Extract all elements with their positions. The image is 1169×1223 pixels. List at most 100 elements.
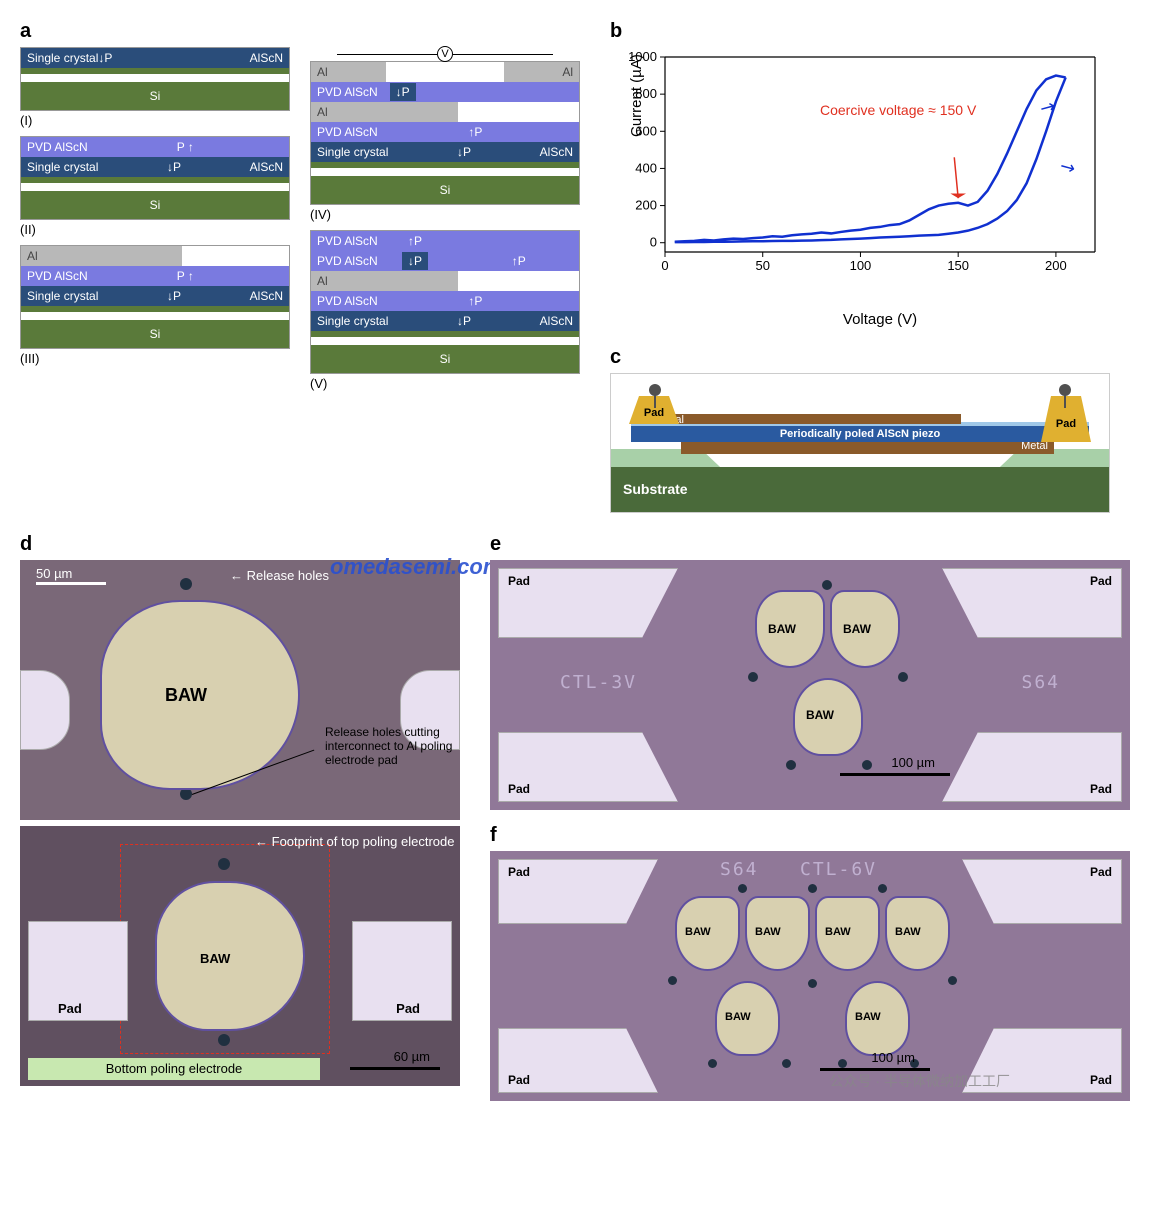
baw-label: BAW (806, 708, 834, 722)
layer-label: AlScN (540, 314, 573, 328)
panel-a-left-column: Single crystal ↓P AlScN Si (I) PVD (20, 47, 290, 391)
panel-a-right-column: V Al Al PVD AlScN ↓P (310, 47, 580, 391)
pad-label: Pad (504, 1071, 534, 1089)
substrate-layer: Substrate (611, 467, 1109, 512)
svg-text:200: 200 (635, 198, 657, 213)
baw-label: BAW (895, 926, 921, 938)
pad-label: Pad (1086, 572, 1116, 590)
p-arrow-down: ↓P (98, 289, 249, 303)
metal-top: Metal (651, 414, 961, 424)
pad-label: Pad (1086, 863, 1116, 881)
svg-text:150: 150 (947, 258, 969, 273)
p-arrow-up: ↑P (378, 234, 453, 248)
si-label: Si (317, 183, 573, 197)
roman-IV: (IV) (310, 207, 580, 222)
p-arrow-down: ↓P (98, 160, 249, 174)
release-hole-icon (180, 578, 192, 590)
iv-chart-svg: 05010015020002004006008001000 (610, 47, 1110, 287)
scale-label: 60 µm (394, 1049, 430, 1064)
stack-II: PVD AlScN P ↑ Single crystal ↓P AlScN Si (20, 136, 290, 237)
pad-label: Pad (1086, 1071, 1116, 1089)
layer-label: PVD AlScN (317, 294, 378, 308)
iv-chart: 05010015020002004006008001000 Coercive v… (610, 47, 1110, 307)
baw-label: BAW (768, 622, 796, 636)
al-label: Al (562, 65, 573, 79)
coercive-annotation: Coercive voltage ≈ 150 V (820, 102, 976, 118)
panel-e-label: e (490, 533, 1130, 556)
layer-label: Single crystal (27, 51, 98, 65)
p-arrow-down: ↓P (402, 252, 428, 270)
al-label: Al (317, 65, 328, 79)
si-label: Si (27, 89, 283, 103)
panel-d-top-micrograph: 50 µm ← Release holes BAW Release holes … (20, 560, 460, 820)
metal-bottom: Metal (681, 440, 1054, 454)
p-arrow-up: ↑P (378, 125, 573, 139)
p-arrow-down: ↓P (388, 314, 539, 328)
layer-label: PVD AlScN (317, 125, 378, 139)
layer-label: PVD AlScN (317, 254, 378, 268)
layer-label: AlScN (250, 160, 283, 174)
baw-label: BAW (200, 951, 230, 966)
pad-label: Pad (58, 1001, 82, 1016)
panel-a-label: a (20, 20, 580, 43)
layer-label: Single crystal (317, 145, 388, 159)
si-label: Si (27, 327, 283, 341)
layer-label: AlScN (250, 289, 283, 303)
bottom-electrode-label: Bottom poling electrode (28, 1058, 320, 1080)
baw-label: BAW (843, 622, 871, 636)
pad-label: Pad (504, 780, 534, 798)
al-label: Al (27, 249, 38, 263)
scale-label: 100 µm (891, 755, 935, 770)
y-axis-label: Current (µA) (628, 54, 645, 137)
panel-c-cross-section: Substrate Metal Periodically poled AlScN… (610, 373, 1110, 513)
layer-label: Single crystal (27, 289, 98, 303)
p-arrow-up: P ↑ (88, 269, 283, 283)
layer-label: Single crystal (317, 314, 388, 328)
svg-text:400: 400 (635, 160, 657, 175)
etched-text: CTL-6V (800, 859, 877, 880)
panel-c-label: c (610, 346, 1150, 369)
release-holes-label: ← Release holes (230, 568, 329, 583)
p-arrow-down: ↓P (388, 145, 539, 159)
layer-label: AlScN (540, 145, 573, 159)
svg-text:200: 200 (1045, 258, 1067, 273)
watermark-text: omedasemi.com (330, 554, 502, 580)
layer-label: PVD AlScN (27, 269, 88, 283)
baw-label: BAW (725, 1011, 751, 1023)
panels-ef-column: e Pad Pad Pad Pad BAW BAW BAW CTL-3 (490, 533, 1130, 1101)
pad-label: Pad (396, 1001, 420, 1016)
pad-label: Pad (1086, 780, 1116, 798)
baw-label: BAW (855, 1011, 881, 1023)
watermark-text: 公众号 · 半导体微纳加工工厂 (830, 1071, 1010, 1091)
etched-text: S64 (1021, 672, 1060, 693)
pad-label: Pad (504, 863, 534, 881)
svg-text:50: 50 (755, 258, 769, 273)
roman-III: (III) (20, 351, 290, 366)
baw-label: BAW (755, 926, 781, 938)
stack-V: PVD AlScN ↑P PVD AlScN ↓P ↑P (310, 230, 580, 391)
panel-d: d 50 µm ← Release holes BAW Release hole… (20, 533, 460, 1101)
si-label: Si (317, 352, 573, 366)
svg-text:100: 100 (850, 258, 872, 273)
roman-V: (V) (310, 376, 580, 391)
baw-label: BAW (165, 685, 207, 706)
etched-text: S64 (720, 859, 759, 880)
etched-text: CTL-3V (560, 672, 637, 693)
piezo-layer: Periodically poled AlScN piezo (631, 426, 1089, 442)
baw-label: BAW (825, 926, 851, 938)
panel-a: a Single crystal ↓P AlScN Si (I (20, 20, 580, 513)
pad-label: Pad (504, 572, 534, 590)
footprint-label: ← Footprint of top poling electrode (255, 834, 454, 849)
p-arrow-down: ↓P (390, 83, 416, 101)
layer-label: PVD AlScN (27, 140, 88, 154)
figure-grid: a Single crystal ↓P AlScN Si (I (20, 20, 1149, 513)
svg-text:0: 0 (650, 235, 657, 250)
baw-label: BAW (685, 926, 711, 938)
panel-e-micrograph: Pad Pad Pad Pad BAW BAW BAW CTL-3V S64 (490, 560, 1130, 810)
layer-label: AlScN (250, 51, 283, 65)
al-label: Al (317, 274, 328, 288)
panel-d-bottom-micrograph: ← Footprint of top poling electrode Pad … (20, 826, 460, 1086)
panel-bc-column: b 05010015020002004006008001000 Coercive… (610, 20, 1150, 513)
layer-label: Single crystal (27, 160, 98, 174)
panel-b-label: b (610, 20, 1150, 43)
